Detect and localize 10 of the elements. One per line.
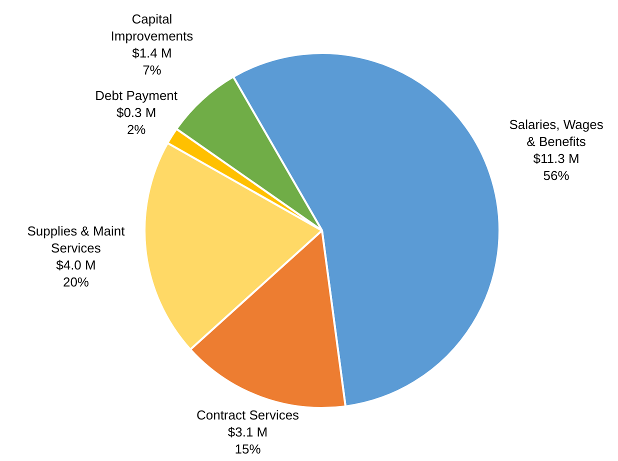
slice-label: Salaries, Wages & Benefits bbox=[509, 116, 604, 149]
data-label: $1.4 M 7% bbox=[132, 45, 172, 78]
slice-label: Capital Improvements bbox=[110, 11, 194, 44]
slice-label: Supplies & Maint Services bbox=[27, 224, 126, 256]
data-label: $4.0 M 20% bbox=[56, 258, 96, 290]
data-label: $3.1 M 15% bbox=[228, 424, 268, 456]
slice-label: Debt Payment bbox=[95, 88, 178, 103]
data-label: $11.3 M 56% bbox=[533, 150, 580, 183]
slice-label: Contract Services bbox=[196, 407, 300, 422]
data-label: $0.3 M 2% bbox=[116, 104, 156, 137]
